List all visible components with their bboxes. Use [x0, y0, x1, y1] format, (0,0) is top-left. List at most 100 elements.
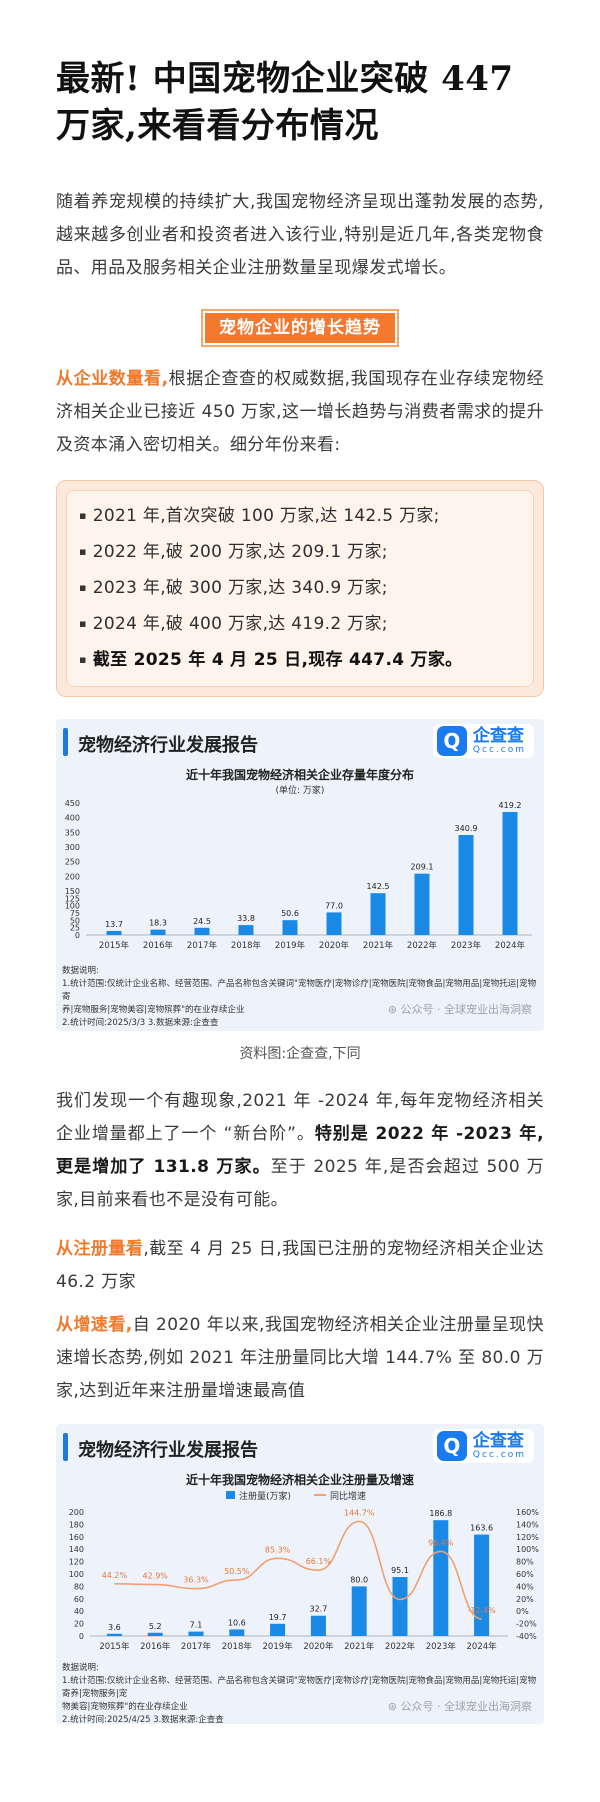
growth-point-label: 96.4% [428, 1538, 454, 1547]
y2-tick-label: -20% [516, 1620, 537, 1629]
y-tick-label: 350 [65, 828, 80, 837]
chart-title: 近十年我国宠物经济相关企业注册量及增速 [186, 1472, 414, 1487]
growth-point-label: 144.7% [344, 1508, 375, 1517]
x-tick-label: 2017年 [187, 940, 218, 951]
y-tick-label: 160 [69, 1533, 84, 1542]
y-tick-label: 180 [69, 1520, 84, 1529]
figure-notes: 数据说明: 1.统计范围:仅统计企业名称、经营范围、产品名称包含关键词"宠物医疗… [56, 1662, 544, 1733]
y-tick-label: 200 [69, 1508, 84, 1517]
y2-tick-label: -40% [516, 1632, 537, 1641]
bar [458, 835, 474, 935]
x-tick-label: 2017年 [181, 1641, 212, 1652]
bar-value-label: 80.0 [350, 1575, 368, 1584]
section-title: 宠物企业的增长趋势 [203, 311, 397, 345]
phase-paragraph: 我们发现一个有趣现象,2021 年 -2024 年,每年宠物经济相关企业增量都上… [56, 1085, 544, 1217]
y2-tick-label: 160% [516, 1508, 539, 1517]
growth-point-label: 36.3% [183, 1576, 209, 1585]
growth-point-label: 42.9% [142, 1572, 168, 1581]
y-tick-label: 100 [65, 902, 80, 911]
y-tick-label: 120 [69, 1558, 84, 1567]
header-accent-bar [63, 728, 68, 756]
y2-tick-label: 80% [516, 1558, 534, 1567]
y-tick-label: 400 [65, 814, 80, 823]
reg-text: ,截至 4 月 25 日,我国已注册的宠物经济相关企业达 46.2 万家 [56, 1239, 545, 1292]
y-tick-label: 150 [65, 887, 80, 896]
stats-box: 2021 年,首次突破 100 万家,达 142.5 万家; 2022 年,破 … [56, 480, 544, 697]
logo-cn: 企查查 [472, 1431, 524, 1451]
note-line: 1.统计范围:仅统计企业名称、经营范围、产品名称包含关键词"宠物医疗|宠物诊疗|… [62, 979, 537, 1002]
stat-item: 2022 年,破 200 万家,达 209.1 万家; [79, 534, 521, 570]
y-tick-label: 60 [74, 1595, 84, 1604]
growth-paragraph: 从增速看,自 2020 年以来,我国宠物经济相关企业注册量呈现快速增长态势,例如… [56, 1309, 544, 1408]
legend-bar-swatch [226, 1491, 235, 1499]
bar [229, 1629, 245, 1636]
bar-value-label: 5.2 [149, 1622, 162, 1631]
bar [282, 920, 298, 935]
article-title: 最新! 中国宠物企业突破 447 万家,来看看分布情况 [56, 59, 514, 146]
bar [370, 893, 386, 935]
x-tick-label: 2018年 [222, 1641, 253, 1652]
bar [414, 873, 430, 935]
stock-bar-chart: 近十年我国宠物经济相关企业存量年度分布 (单位: 万家) 0255075100125… [65, 767, 532, 951]
logo-cn: 企查查 [472, 726, 524, 746]
y-tick-label: 0 [75, 931, 80, 940]
growth-point-label: 44.2% [102, 1571, 128, 1580]
note-line: 2.统计时间:2025/4/25 3.数据来源:企查查 [62, 1715, 224, 1725]
x-tick-label: 2024年 [495, 940, 526, 951]
note-line: 2.统计时间:2025/3/3 3.数据来源:企查查 [62, 1018, 219, 1028]
note-line: 1.统计范围:仅统计企业名称、经营范围、产品名称包含关键词"宠物医疗|宠物诊疗|… [62, 1676, 537, 1699]
stat-item-current: 截至 2025 年 4 月 25 日,现存 447.4 万家。 [79, 642, 521, 678]
x-tick-label: 2022年 [407, 940, 438, 951]
x-tick-label: 2018年 [231, 940, 262, 951]
bar-value-label: 33.8 [237, 914, 255, 923]
stat-item: 2024 年,破 400 万家,达 419.2 万家; [79, 606, 521, 642]
growth-point-label: 66.1% [306, 1557, 332, 1566]
bar [310, 1615, 326, 1636]
bar-value-label: 163.6 [470, 1524, 493, 1533]
growth-lead: 从增速看, [56, 1315, 133, 1335]
x-tick-label: 2016年 [143, 940, 174, 951]
figure-header-title: 宠物经济行业发展报告 [78, 735, 258, 756]
x-tick-label: 2023年 [451, 940, 482, 951]
x-tick-label: 2019年 [275, 940, 306, 951]
phase-bold: 特别是 2022 年 -2023 年,更是增加了 131.8 万家。 [56, 1124, 544, 1177]
x-tick-label: 2021年 [344, 1641, 375, 1652]
growth-point-label: 50.5% [224, 1567, 250, 1576]
bar [238, 925, 254, 935]
bar-value-label: 142.5 [367, 882, 390, 891]
bar [392, 1577, 408, 1636]
bar-value-label: 18.3 [149, 919, 167, 928]
watermark: ⊛ 公众号 · 全球宠业出海洞察 [387, 1003, 532, 1016]
legend-line-label: 同比增速 [330, 1490, 366, 1502]
x-tick-label: 2022年 [385, 1641, 416, 1652]
bar [270, 1623, 286, 1636]
qcc-logo-icon: Q [436, 1431, 467, 1461]
note-line: 养|宠物服务|宠物美容|宠物殡葬"的在业存续企业 [62, 1005, 245, 1015]
qcc-logo: Q 企查查 Qcc.com [432, 1429, 534, 1463]
phase-text-1: 我们发现一个有趣现象,2021 年 -2024 年,每年宠物经济相关企业增量都上… [56, 1091, 544, 1144]
qcc-logo-icon: Q [436, 726, 467, 756]
x-tick-label: 2015年 [99, 1641, 130, 1652]
bar-value-label: 3.6 [108, 1623, 121, 1632]
bar [502, 812, 518, 935]
bar-value-label: 24.5 [193, 917, 211, 926]
bar-value-label: 186.8 [429, 1509, 452, 1518]
y-tick-label: 200 [65, 872, 80, 881]
figure-caption: 资料图:企查查,下同 [239, 1046, 361, 1062]
x-tick-label: 2020年 [319, 940, 350, 951]
section-title-wrap: 宠物企业的增长趋势 [56, 311, 544, 345]
bar-value-label: 50.6 [281, 909, 299, 918]
watermark: ⊛ 公众号 · 全球宠业出海洞察 [387, 1700, 532, 1713]
bar-value-label: 209.1 [411, 863, 434, 872]
intro-paragraph: 随着养宠规模的持续扩大,我国宠物经济呈现出蓬勃发展的态势,越来越多创业者和投资者… [56, 192, 544, 278]
y2-tick-label: 140% [516, 1520, 539, 1529]
x-tick-label: 2024年 [467, 1641, 498, 1652]
bar [147, 1632, 163, 1636]
growth-line [114, 1520, 482, 1620]
x-tick-label: 2021年 [363, 940, 394, 951]
y2-tick-label: 20% [516, 1595, 534, 1604]
stat-item: 2023 年,破 300 万家,达 340.9 万家; [79, 570, 521, 606]
qcc-logo: Q 企查查 Qcc.com [432, 724, 534, 758]
figure-stock: 宠物经济行业发展报告 Q 企查查 Qcc.com 近十年我国宠物经济相关企业存量… [56, 719, 544, 1031]
